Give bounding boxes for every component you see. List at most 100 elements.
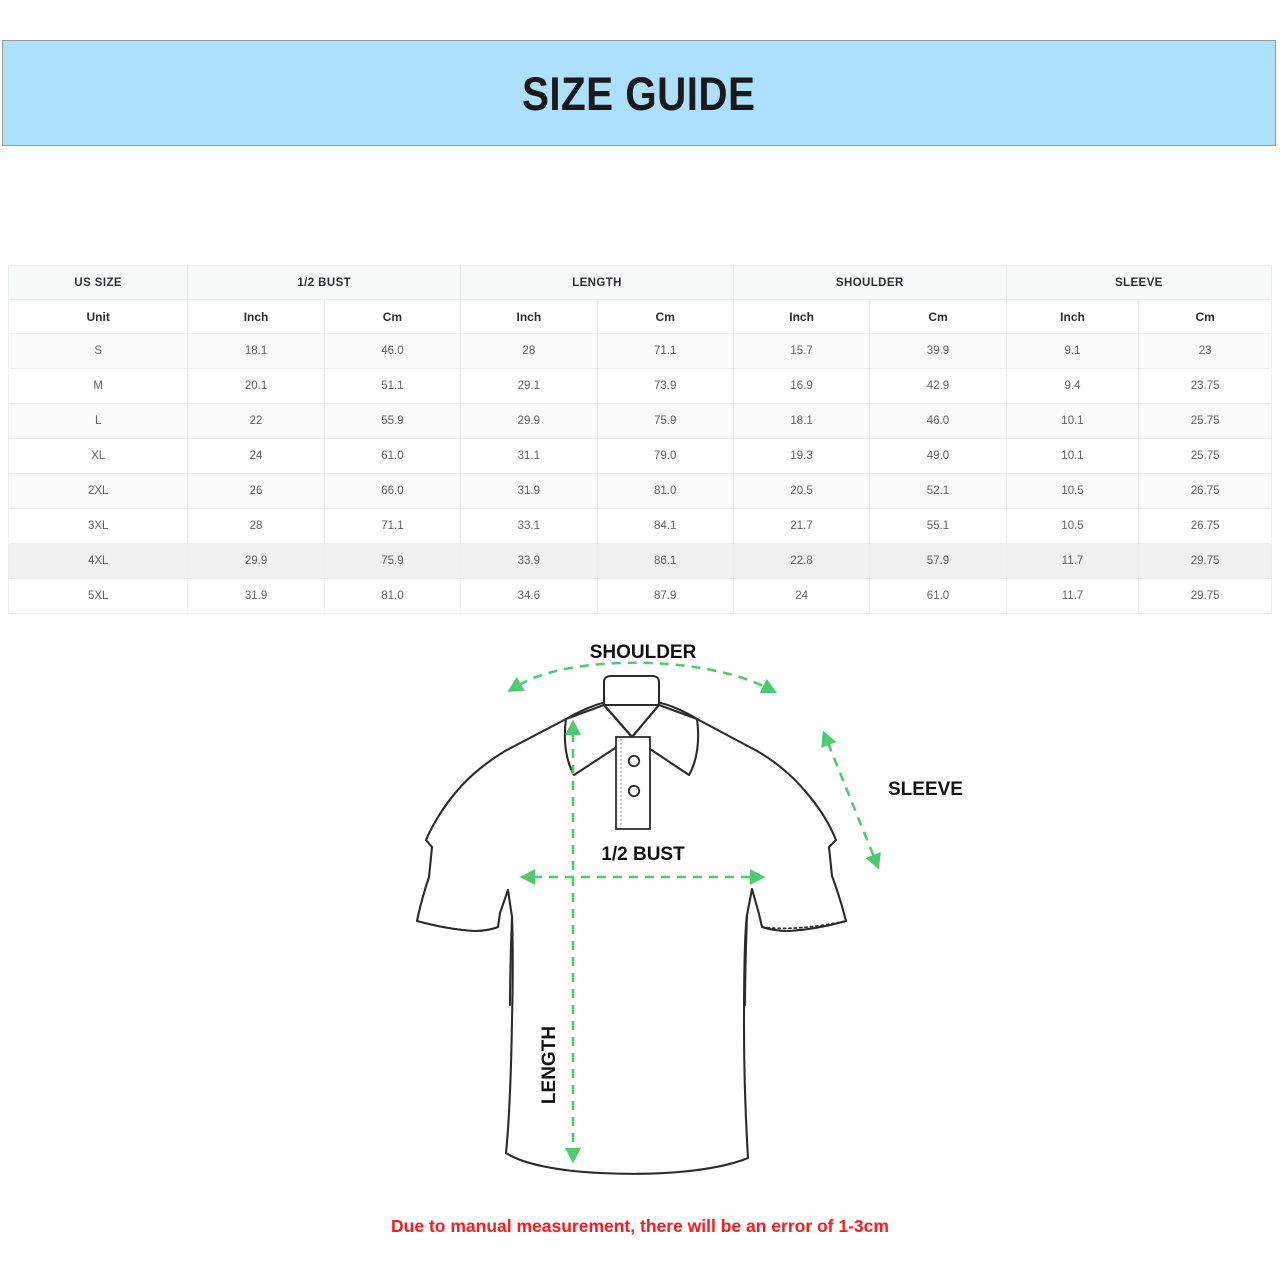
table-row: 5XL 31.9 81.0 34.6 87.9 24 61.0 11.7 29.…	[7, 578, 1272, 614]
sleeve-label: SLEEVE	[888, 779, 963, 800]
table-group-header-row: US SIZE 1/2 BUST LENGTH SHOULDER SLEEVE	[7, 265, 1273, 300]
cell-sleeve-inch: 9.1	[1005, 333, 1140, 369]
cell-length-cm: 71.1	[596, 333, 734, 369]
cell-length-cm: 84.1	[596, 508, 734, 544]
cell-sleeve-cm: 23.75	[1138, 368, 1272, 404]
cell-length-cm: 86.1	[596, 543, 734, 579]
group-header-bust: 1/2 BUST	[187, 265, 462, 300]
group-header-us-size: US SIZE	[7, 265, 189, 300]
unit-sleeve-cm: Cm	[1138, 299, 1272, 334]
measurement-disclaimer: Due to manual measurement, there will be…	[391, 1216, 889, 1236]
cell-bust-cm: 81.0	[323, 578, 462, 614]
cell-length-inch: 31.9	[460, 473, 598, 509]
cell-sleeve-cm: 23	[1138, 333, 1272, 369]
unit-bust-cm: Cm	[323, 299, 462, 334]
cell-length-cm: 75.9	[596, 403, 734, 439]
cell-shoulder-cm: 39.9	[869, 333, 1007, 369]
unit-length-inch: Inch	[460, 299, 598, 334]
cell-length-inch: 34.6	[460, 578, 598, 614]
cell-size: 4XL	[7, 543, 189, 579]
cell-bust-cm: 46.0	[323, 333, 462, 369]
cell-shoulder-inch: 18.1	[732, 403, 871, 439]
cell-sleeve-inch: 10.5	[1005, 473, 1140, 509]
cell-size: 5XL	[7, 578, 189, 614]
unit-bust-inch: Inch	[187, 299, 325, 334]
cell-sleeve-inch: 11.7	[1005, 578, 1140, 614]
cell-shoulder-inch: 24	[732, 578, 871, 614]
cell-bust-cm: 55.9	[323, 403, 462, 439]
cell-sleeve-inch: 11.7	[1005, 543, 1140, 579]
cell-size: L	[7, 403, 189, 439]
unit-shoulder-cm: Cm	[869, 299, 1007, 334]
cell-length-cm: 79.0	[596, 438, 734, 474]
cell-bust-cm: 75.9	[323, 543, 462, 579]
cell-sleeve-inch: 10.1	[1005, 403, 1140, 439]
cell-sleeve-inch: 9.4	[1005, 368, 1140, 404]
cell-shoulder-cm: 49.0	[869, 438, 1007, 474]
bust-label: 1/2 BUST	[601, 844, 685, 865]
length-label: LENGTH	[539, 1026, 560, 1104]
cell-size: XL	[7, 438, 189, 474]
cell-sleeve-cm: 29.75	[1138, 578, 1272, 614]
cell-sleeve-cm: 29.75	[1138, 543, 1272, 579]
table-row: 4XL 29.9 75.9 33.9 86.1 22.8 57.9 11.7 2…	[7, 543, 1272, 579]
group-header-length: LENGTH	[460, 265, 734, 300]
cell-length-inch: 29.9	[460, 403, 598, 439]
cell-shoulder-cm: 57.9	[869, 543, 1007, 579]
cell-bust-cm: 61.0	[323, 438, 462, 474]
unit-sleeve-inch: Inch	[1005, 299, 1140, 334]
size-table-container: US SIZE 1/2 BUST LENGTH SHOULDER SLEEVE …	[7, 265, 1273, 614]
cell-bust-cm: 71.1	[323, 508, 462, 544]
cell-shoulder-inch: 20.5	[732, 473, 871, 509]
cell-sleeve-cm: 25.75	[1138, 438, 1272, 474]
unit-label: Unit	[7, 299, 189, 334]
sleeve-arrow	[821, 730, 881, 870]
table-unit-row: Unit Inch Cm Inch Cm Inch Cm Inch Cm	[7, 299, 1272, 334]
page-title: SIZE GUIDE	[522, 66, 756, 120]
cell-bust-cm: 51.1	[323, 368, 462, 404]
cell-bust-inch: 18.1	[187, 333, 325, 369]
cell-length-inch: 31.1	[460, 438, 598, 474]
cell-size: S	[7, 333, 189, 369]
cell-bust-cm: 66.0	[323, 473, 462, 509]
unit-length-cm: Cm	[596, 299, 734, 334]
table-row: 2XL 26 66.0 31.9 81.0 20.5 52.1 10.5 26.…	[7, 473, 1272, 509]
cell-length-cm: 81.0	[596, 473, 734, 509]
cell-length-inch: 28	[460, 333, 598, 369]
cell-length-cm: 73.9	[596, 368, 734, 404]
cell-bust-inch: 20.1	[187, 368, 325, 404]
group-header-shoulder: SHOULDER	[732, 265, 1007, 300]
cell-size: 3XL	[7, 508, 189, 544]
cell-length-inch: 29.1	[460, 368, 598, 404]
size-chart-table: US SIZE 1/2 BUST LENGTH SHOULDER SLEEVE …	[7, 265, 1273, 614]
cell-length-inch: 33.9	[460, 543, 598, 579]
cell-sleeve-cm: 25.75	[1138, 403, 1272, 439]
cell-shoulder-cm: 61.0	[869, 578, 1007, 614]
cell-length-cm: 87.9	[596, 578, 734, 614]
cell-bust-inch: 29.9	[187, 543, 325, 579]
unit-shoulder-inch: Inch	[732, 299, 871, 334]
cell-length-inch: 33.1	[460, 508, 598, 544]
table-row: S 18.1 46.0 28 71.1 15.7 39.9 9.1 23	[7, 333, 1272, 369]
cell-size: 2XL	[7, 473, 189, 509]
cell-shoulder-cm: 46.0	[869, 403, 1007, 439]
cell-shoulder-cm: 42.9	[869, 368, 1007, 404]
cell-shoulder-cm: 52.1	[869, 473, 1007, 509]
cell-sleeve-cm: 26.75	[1138, 508, 1272, 544]
cell-shoulder-inch: 16.9	[732, 368, 871, 404]
table-row: 3XL 28 71.1 33.1 84.1 21.7 55.1 10.5 26.…	[7, 508, 1272, 544]
cell-shoulder-inch: 15.7	[732, 333, 871, 369]
cell-shoulder-inch: 22.8	[732, 543, 871, 579]
cell-bust-inch: 24	[187, 438, 325, 474]
cell-sleeve-inch: 10.5	[1005, 508, 1140, 544]
cell-shoulder-cm: 55.1	[869, 508, 1007, 544]
table-row: L 22 55.9 29.9 75.9 18.1 46.0 10.1 25.75	[7, 403, 1272, 439]
cell-bust-inch: 31.9	[187, 578, 325, 614]
table-row: M 20.1 51.1 29.1 73.9 16.9 42.9 9.4 23.7…	[7, 368, 1272, 404]
cell-bust-inch: 26	[187, 473, 325, 509]
cell-sleeve-cm: 26.75	[1138, 473, 1272, 509]
size-guide-banner: SIZE GUIDE	[2, 40, 1276, 146]
group-header-sleeve: SLEEVE	[1005, 265, 1273, 300]
cell-sleeve-inch: 10.1	[1005, 438, 1140, 474]
shoulder-label: SHOULDER	[590, 642, 697, 663]
